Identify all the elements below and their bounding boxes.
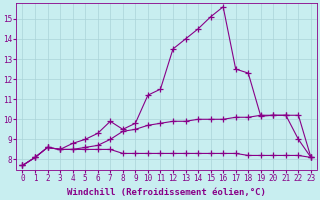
X-axis label: Windchill (Refroidissement éolien,°C): Windchill (Refroidissement éolien,°C) bbox=[67, 188, 266, 197]
